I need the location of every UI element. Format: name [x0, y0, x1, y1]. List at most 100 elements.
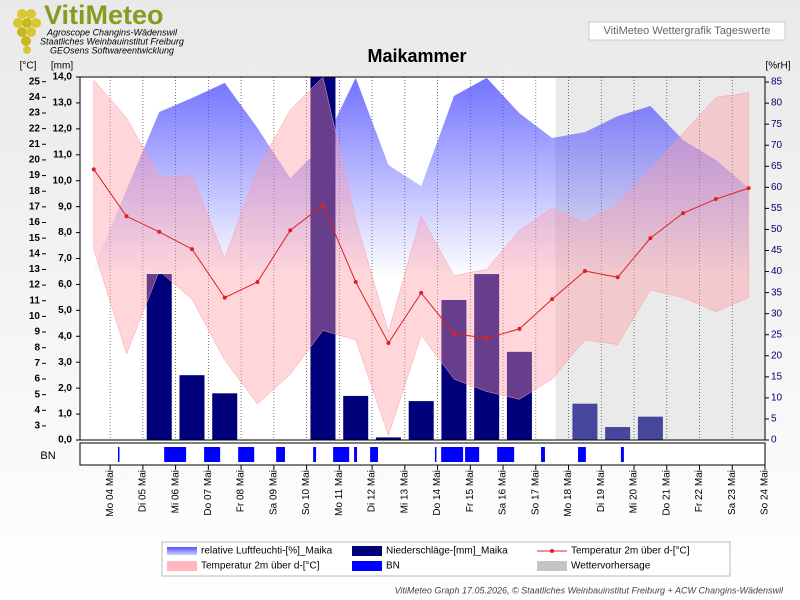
precip-bar	[146, 274, 172, 440]
y2-tick-label: 55	[771, 203, 783, 214]
y2-tick-label: 30	[771, 308, 783, 319]
strip-label: BN	[40, 450, 55, 462]
x-tick-label: Mi 20 Mai	[629, 470, 640, 513]
x-tick-label: Mi 13 Mai	[399, 470, 410, 513]
temp-tick-label: 8	[34, 342, 40, 353]
temp-point	[386, 340, 391, 345]
y-tick-label: 7,0	[58, 253, 72, 264]
precip-bar	[375, 437, 401, 440]
legend-label: BN	[386, 561, 400, 572]
temp-point	[484, 336, 489, 341]
temp-tick-label: 22	[29, 123, 41, 134]
bn-mark	[313, 447, 317, 462]
y2-tick-label: 40	[771, 266, 783, 277]
temp-point	[189, 247, 194, 252]
x-tick-label: Mo 11 Mai	[334, 470, 345, 516]
temp-point	[681, 211, 686, 216]
bn-mark	[620, 447, 624, 462]
y-tick-label: 9,0	[58, 201, 72, 212]
y2-tick-label: 5	[771, 414, 777, 425]
temp-tick-label: 25	[29, 76, 41, 87]
temp-tick-label: 12	[29, 280, 41, 291]
bn-mark	[164, 447, 187, 462]
x-tick-label: So 10 Mai	[301, 470, 312, 515]
x-tick-label: So 24 Mai	[760, 470, 771, 515]
temp-point	[222, 295, 227, 300]
temp-tick-label: 9	[34, 327, 40, 338]
x-tick-label: Fr 08 Mai	[236, 470, 247, 512]
legend-swatch	[537, 561, 567, 571]
y2-tick-label: 45	[771, 245, 783, 256]
y-tick-label: 2,0	[58, 383, 72, 394]
x-tick-label: Di 05 Mai	[138, 470, 149, 512]
logo	[13, 9, 41, 54]
temp-point	[353, 279, 358, 284]
precip-bar	[474, 274, 500, 440]
temp-tick-label: 17	[29, 202, 41, 213]
temp-point	[582, 269, 587, 274]
y2-tick-label: 70	[771, 140, 783, 151]
bn-mark	[578, 447, 586, 462]
logo-text: VitiMeteo	[44, 0, 164, 30]
bn-mark	[117, 447, 120, 462]
bn-mark	[441, 447, 464, 462]
legend-swatch	[550, 549, 554, 553]
y2-tick-label: 65	[771, 161, 783, 172]
temp-point	[91, 167, 96, 172]
bn-mark	[370, 447, 378, 462]
temp-point	[451, 331, 456, 336]
x-tick-label: Sa 16 Mai	[498, 470, 509, 515]
temp-tick-label: 21	[29, 139, 41, 150]
x-tick-label: Do 07 Mai	[203, 470, 214, 516]
legend-label: relative Luftfeuchti-[%]_Maika	[201, 546, 333, 557]
axis-label: [mm]	[51, 61, 73, 72]
legend-label: Niederschläge-[mm]_Maika	[386, 546, 508, 557]
y-tick-label: 4,0	[58, 331, 72, 342]
y-tick-label: 11,0	[53, 149, 72, 160]
temp-point	[713, 197, 718, 202]
y-tick-label: 8,0	[58, 227, 72, 238]
temp-point	[648, 236, 653, 241]
y-tick-label: 10,0	[53, 175, 73, 186]
temp-tick-label: 23	[29, 108, 41, 119]
temp-tick-label: 6	[34, 374, 40, 385]
y2-tick-label: 80	[771, 98, 783, 109]
precip-bar	[506, 351, 532, 440]
temp-point	[419, 290, 424, 295]
temp-point	[320, 203, 325, 208]
bn-mark	[276, 447, 285, 462]
temp-tick-label: 11	[29, 295, 40, 306]
temp-tick-label: 18	[29, 186, 41, 197]
y-tick-label: 14,0	[53, 72, 73, 83]
footer: VitiMeteo Graph 17.05.2026, © Staatliche…	[395, 585, 784, 595]
temp-tick-label: 4	[34, 405, 40, 416]
precip-bar	[179, 375, 205, 440]
y2-tick-label: 85	[771, 77, 783, 88]
temp-tick-label: 13	[29, 264, 41, 275]
temp-tick-label: 24	[29, 92, 41, 103]
bn-mark	[497, 447, 515, 462]
badge-box	[588, 21, 786, 41]
y-tick-label: 12,0	[53, 123, 73, 134]
bn-mark	[434, 447, 437, 462]
x-tick-label: Fr 15 Mai	[465, 470, 476, 512]
precip-bar	[605, 427, 631, 440]
x-tick-label: Mo 18 Mai	[563, 470, 574, 517]
precip-bar	[343, 395, 369, 440]
y2-tick-label: 60	[771, 182, 783, 193]
temp-point	[550, 297, 555, 302]
legend-label: Wettervorhersage	[571, 561, 651, 572]
precip-bar	[310, 77, 336, 440]
bn-mark	[354, 447, 358, 462]
x-tick-label: Sa 23 Mai	[727, 470, 738, 515]
temp-tick-label: 15	[29, 233, 41, 244]
temp-tick-label: 7	[34, 358, 40, 369]
bn-mark	[465, 447, 480, 462]
axis-label: [°C]	[20, 61, 37, 72]
temp-point	[255, 279, 260, 284]
legend-swatch	[352, 561, 382, 571]
temp-tick-label: 14	[29, 248, 41, 259]
y-tick-label: 1,0	[58, 409, 72, 420]
